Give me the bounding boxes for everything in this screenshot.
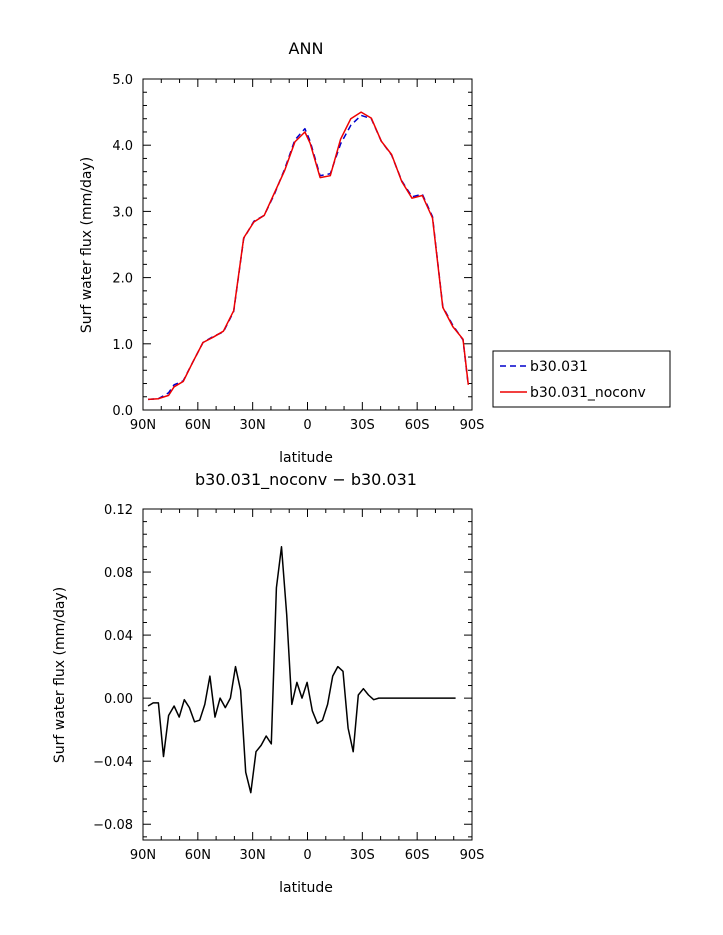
plot-area: 90N 60N 30N 0 30S 60S 90S 0.0 1.0 2.0 3.0 4.0 5.0 (112, 73, 484, 433)
y-tick-label: 0.00 (104, 692, 133, 707)
y-axis-label: Surf water flux (mm/day) (79, 157, 95, 333)
legend-label-b30-031: b30.031 (530, 359, 588, 375)
y-tick-label: 5.0 (112, 73, 133, 88)
x-tick-label: 60S (405, 848, 430, 863)
panel-bottom: b30.031_noconv − b30.031 latitude Surf w… (52, 470, 484, 896)
x-tick-label: 30N (240, 418, 266, 433)
y-tick-label: 2.0 (112, 272, 133, 287)
chart-title: b30.031_noconv − b30.031 (195, 470, 417, 490)
x-tick-label: 90S (460, 848, 485, 863)
x-tick-label: 60N (185, 848, 211, 863)
y-tick-label: 3.0 (112, 205, 133, 220)
panel-top: ANN latitude Surf water flux (mm/day) 90… (79, 39, 671, 466)
series-line-b30-031-noconv (148, 111, 470, 401)
y-tick-label: 0.04 (104, 629, 133, 644)
y-tick-label: 4.0 (112, 139, 133, 154)
x-axis-label: latitude (279, 450, 333, 466)
y-tick-label: 1.0 (112, 338, 133, 353)
x-tick-label: 60N (185, 418, 211, 433)
plot-frame (142, 78, 473, 411)
x-tick-label: 30N (240, 848, 266, 863)
x-tick-label: 90S (460, 418, 485, 433)
y-tick-label: 0.08 (104, 566, 133, 581)
y-tick-label: −0.04 (93, 755, 133, 770)
series-line-difference (147, 546, 456, 794)
y-tick-label: −0.08 (93, 818, 133, 833)
x-tick-label: 60S (405, 418, 430, 433)
legend: b30.031 b30.031_noconv (492, 350, 671, 408)
x-tick-label: 90N (130, 418, 156, 433)
x-tick-label: 30S (350, 848, 375, 863)
x-tick-label: 0 (303, 418, 311, 433)
x-axis-label: latitude (279, 880, 333, 896)
plot-frame (142, 508, 473, 841)
x-tick-label: 90N (130, 848, 156, 863)
legend-label-b30-031-noconv: b30.031_noconv (530, 385, 646, 401)
x-tick-label: 0 (303, 848, 311, 863)
chart-title: ANN (289, 39, 324, 58)
y-tick-label: 0.0 (112, 404, 133, 419)
legend-box (492, 350, 671, 408)
x-tick-label: 30S (350, 418, 375, 433)
plot-area: 90N 60N 30N 0 30S 60S 90S −0.08 −0.04 0.00 0.04 0.0… (93, 503, 484, 863)
y-axis-label: Surf water flux (mm/day) (52, 587, 68, 763)
y-tick-label: 0.12 (104, 503, 133, 518)
